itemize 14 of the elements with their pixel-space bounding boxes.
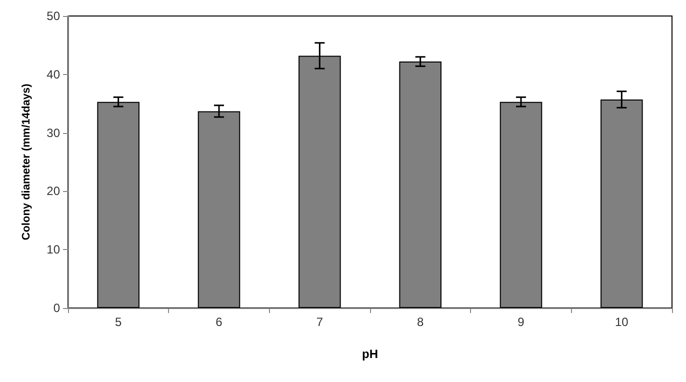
x-tick-label: 5 bbox=[114, 315, 122, 329]
x-tick-label: 10 bbox=[614, 315, 629, 329]
y-tick-label: 50 bbox=[46, 9, 60, 23]
y-tick-label: 0 bbox=[53, 301, 60, 315]
y-tick-label: 20 bbox=[46, 184, 60, 198]
x-axis-title: pH bbox=[362, 347, 378, 361]
y-axis-title: Colony diameter (mm/14days) bbox=[20, 83, 32, 240]
y-tick-label: 10 bbox=[46, 242, 60, 257]
x-tick-label: 8 bbox=[416, 315, 424, 329]
x-tick-label: 9 bbox=[518, 315, 525, 329]
x-tick-label: 7 bbox=[316, 315, 324, 329]
y-tick-label: 30 bbox=[46, 126, 60, 140]
y-tick-label: 40 bbox=[46, 67, 60, 82]
x-tick-label: 6 bbox=[216, 315, 223, 329]
